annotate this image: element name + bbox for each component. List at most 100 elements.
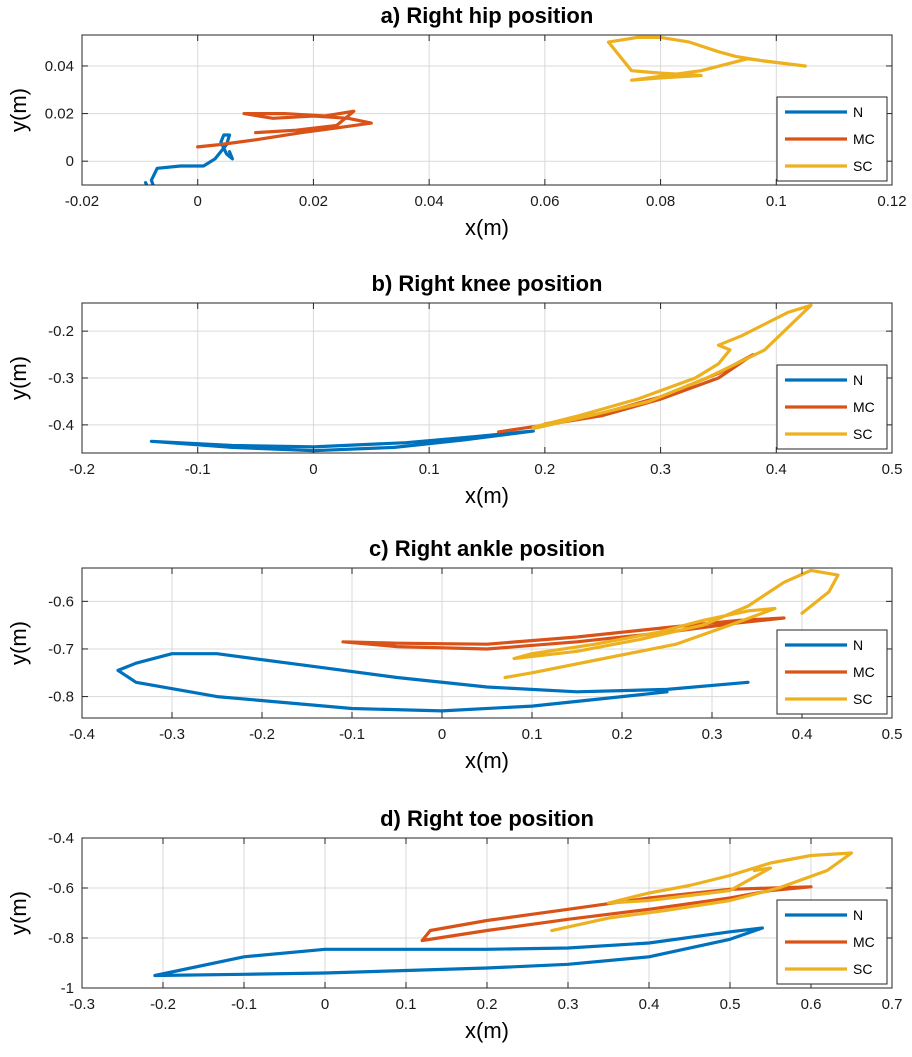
series-group (153, 851, 854, 978)
y-tick-label: -0.4 (48, 417, 74, 434)
chart-title: a) Right hip position (381, 3, 594, 28)
subplot-4: -0.3 -0.2 -0.1 0 0.1 0.2 0.3 0.4 0.5 0.6 0.7 -1 -0.8… (6, 806, 902, 1043)
series-line-n (149, 429, 535, 453)
chart-title: c) Right ankle position (369, 536, 605, 561)
x-tick-label: 0.5 (720, 996, 741, 1013)
x-tick-label: 0 (194, 193, 202, 210)
legend: N MC SC (776, 899, 888, 985)
subplot-2: -0.2 -0.1 0 0.1 0.2 0.3 0.4 0.5 -0.4 -0.3 -0.2 b) R… (6, 271, 902, 508)
x-tick-label: 0.7 (882, 996, 903, 1013)
y-tick-label: -0.8 (48, 930, 74, 947)
x-tick-label: 0.4 (639, 996, 660, 1013)
y-tick-label: -0.6 (48, 593, 74, 610)
x-tick-label: -0.2 (249, 726, 275, 743)
legend-label-n: N (853, 907, 863, 923)
y-tick-label: -0.4 (48, 830, 74, 847)
x-tick-label: 0.06 (530, 193, 559, 210)
legend-label-sc: SC (853, 691, 872, 707)
y-tick-label: -1 (61, 980, 74, 997)
series-line-mc (341, 616, 786, 651)
series-line-n (153, 926, 764, 978)
x-tick-label: 0.2 (477, 996, 498, 1013)
subplot-1: -0.02 0 0.02 0.04 0.06 0.08 0.1 0.12 0 0.02 0.04 a)… (6, 3, 907, 240)
series-line-n (144, 133, 234, 185)
y-tick-label: -0.6 (48, 880, 74, 897)
y-axis-label: y(m) (6, 88, 31, 132)
x-axis-label: x(m) (465, 1018, 509, 1043)
legend-label-n: N (853, 104, 863, 120)
x-tick-label: 0.3 (702, 726, 723, 743)
y-axis-label: y(m) (6, 891, 31, 935)
x-tick-label: 0.2 (612, 726, 633, 743)
y-tick-label: 0.02 (45, 106, 74, 123)
y-axis-label: y(m) (6, 621, 31, 665)
x-axis-label: x(m) (465, 748, 509, 773)
x-tick-label: 0.3 (558, 996, 579, 1013)
legend-label-n: N (853, 372, 863, 388)
series-line-mc (196, 109, 373, 149)
legend-label-mc: MC (853, 664, 875, 680)
x-tick-label: 0.04 (415, 193, 444, 210)
x-tick-label: 0.4 (766, 461, 787, 478)
subplot-3: -0.4 -0.3 -0.2 -0.1 0 0.1 0.2 0.3 0.4 0.5 -0.8 -0.7… (6, 536, 902, 773)
x-axis-label: x(m) (465, 483, 509, 508)
series-line-sc (550, 851, 854, 933)
series-group (116, 568, 840, 713)
x-tick-label: -0.1 (185, 461, 211, 478)
x-tick-label: 0.4 (792, 726, 813, 743)
x-tick-label: 0.02 (299, 193, 328, 210)
x-tick-label: 0.2 (534, 461, 555, 478)
x-axis-label: x(m) (465, 215, 509, 240)
series-line-mc (420, 885, 813, 943)
x-tick-label: 0.1 (522, 726, 543, 743)
plot-area (82, 35, 892, 185)
series-line-sc (503, 568, 840, 680)
y-tick-label: 0 (66, 153, 74, 170)
x-tick-label: 0.1 (766, 193, 787, 210)
x-tick-label: 0.08 (646, 193, 675, 210)
series-group (149, 303, 813, 453)
x-tick-label: -0.4 (69, 726, 95, 743)
x-tick-label: 0.5 (882, 726, 903, 743)
y-axis-label: y(m) (6, 356, 31, 400)
x-tick-label: 0.1 (419, 461, 440, 478)
y-tick-label: 0.04 (45, 58, 74, 75)
legend: N MC SC (776, 364, 888, 450)
y-tick-label: -0.7 (48, 641, 74, 658)
series-group (144, 35, 807, 185)
legend-label-n: N (853, 637, 863, 653)
x-tick-label: 0 (309, 461, 317, 478)
x-tick-label: -0.2 (150, 996, 176, 1013)
x-tick-label: -0.1 (339, 726, 365, 743)
axes-box (81, 567, 893, 719)
series-line-sc (531, 303, 813, 431)
x-tick-label: 0 (438, 726, 446, 743)
y-tick-label: -0.3 (48, 370, 74, 387)
legend-label-sc: SC (853, 158, 872, 174)
legend-label-mc: MC (853, 131, 875, 147)
chart-title: d) Right toe position (380, 806, 594, 831)
y-tick-label: -0.8 (48, 689, 74, 706)
axes-box (81, 34, 893, 186)
x-tick-label: -0.3 (159, 726, 185, 743)
x-tick-label: 0 (321, 996, 329, 1013)
series-line-sc (606, 35, 807, 82)
x-tick-label: 0.1 (396, 996, 417, 1013)
x-tick-label: -0.02 (65, 193, 99, 210)
y-tick-label: -0.2 (48, 323, 74, 340)
legend-label-sc: SC (853, 961, 872, 977)
x-tick-label: 0.3 (650, 461, 671, 478)
chart-title: b) Right knee position (372, 271, 603, 296)
legend-label-mc: MC (853, 934, 875, 950)
x-tick-label: -0.1 (231, 996, 257, 1013)
x-tick-label: 0.6 (801, 996, 822, 1013)
legend: N MC SC (776, 629, 888, 715)
legend: N MC SC (776, 96, 888, 182)
x-tick-label: 0.12 (877, 193, 906, 210)
series-line-n (116, 652, 750, 713)
x-tick-label: -0.3 (69, 996, 95, 1013)
x-tick-label: -0.2 (69, 461, 95, 478)
legend-label-mc: MC (853, 399, 875, 415)
x-tick-label: 0.5 (882, 461, 903, 478)
